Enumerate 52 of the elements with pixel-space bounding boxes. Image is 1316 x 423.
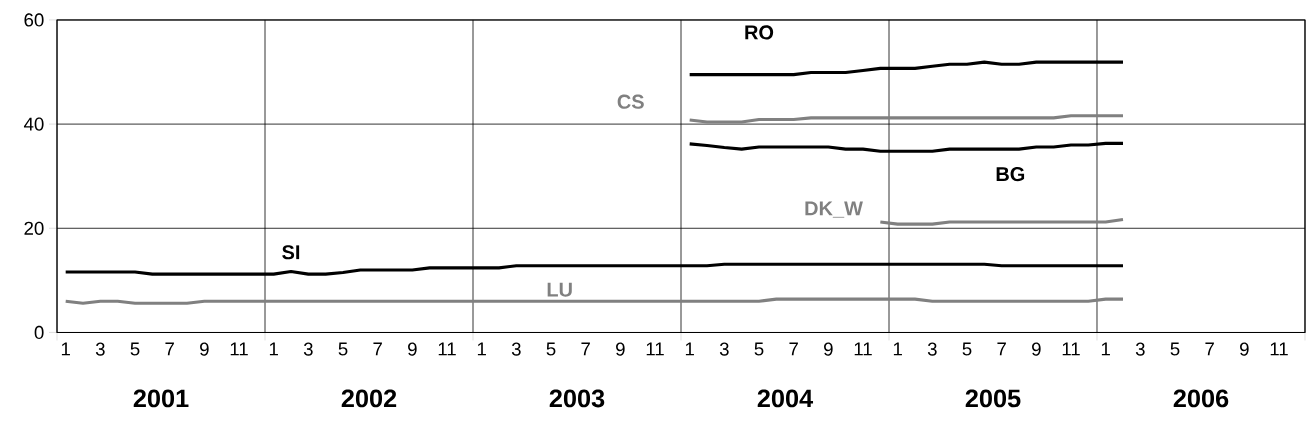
text: 2003: [549, 389, 605, 408]
x-tick-label: 1: [685, 342, 694, 356]
x-tick-label: 3: [303, 342, 313, 356]
x-tick-label: 5: [962, 342, 972, 356]
y-tick-label: 60: [24, 13, 44, 27]
text: 2006: [1173, 389, 1229, 408]
text: CS: [617, 94, 644, 109]
x-tick-label: 11: [230, 342, 248, 356]
x-tick-label: 1: [893, 342, 902, 356]
x-tick-label: 9: [200, 342, 209, 356]
x-tick-label: 1: [61, 342, 70, 356]
x-tick-label: 1: [1101, 342, 1110, 356]
x-tick-label: 5: [754, 342, 764, 356]
x-tick-label: 9: [408, 342, 417, 356]
x-tick-label: 3: [95, 342, 105, 356]
x-tick-label: 3: [927, 342, 937, 356]
x-tick-label: 9: [616, 342, 625, 356]
y-tick-label: 20: [24, 221, 44, 235]
x-tick-label: 3: [719, 342, 729, 356]
x-tick-label: 3: [511, 342, 521, 356]
x-tick-label: 7: [789, 342, 798, 356]
x-tick-label: 3: [1135, 342, 1145, 356]
x-tick-label: 9: [1240, 342, 1249, 356]
text: 2004: [757, 389, 814, 408]
y-tick-label: 40: [23, 117, 44, 131]
x-tick-label: 11: [1270, 342, 1288, 356]
series-label: LU: [547, 282, 572, 297]
series-label: DK_W: [805, 201, 863, 218]
x-tick-label: 7: [373, 342, 382, 356]
x-tick-label: 7: [581, 342, 590, 356]
x-tick-label: 9: [1032, 342, 1041, 356]
x-tick-label: 7: [997, 342, 1006, 356]
x-tick-label: 11: [438, 342, 456, 356]
x-tick-label: 1: [477, 342, 486, 356]
series-label: BG: [996, 167, 1025, 182]
text: 2005: [965, 389, 1021, 408]
x-tick-label: 11: [854, 342, 872, 356]
y-tick-label: 0: [34, 325, 44, 340]
text: 2001: [133, 389, 189, 408]
x-tick-label: 5: [1170, 342, 1180, 356]
series-label: RO: [745, 25, 774, 40]
x-tick-label: 9: [824, 342, 833, 356]
x-tick-label: 11: [646, 342, 664, 356]
x-tick-label: 5: [338, 342, 348, 356]
series-label: SI: [282, 245, 300, 260]
x-tick-label: 7: [165, 342, 174, 356]
x-tick-label: 1: [269, 342, 278, 356]
x-tick-label: 5: [130, 342, 140, 356]
x-tick-label: 11: [1062, 342, 1080, 356]
x-tick-label: 5: [546, 342, 556, 356]
x-tick-label: 7: [1205, 342, 1214, 356]
text: 2002: [341, 389, 397, 408]
